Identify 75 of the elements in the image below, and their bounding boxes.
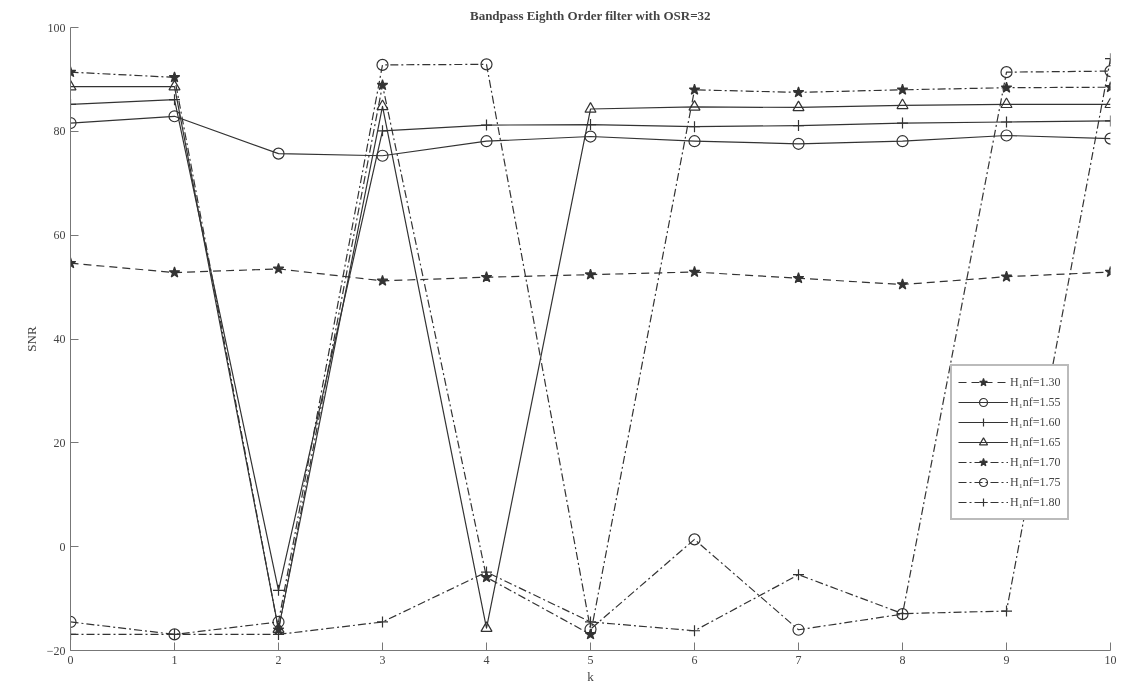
y-tick-label: 0 (59, 539, 66, 554)
point (480, 58, 493, 71)
point (1000, 81, 1013, 93)
point (480, 271, 493, 283)
point (376, 79, 389, 91)
point (896, 116, 909, 130)
point (896, 83, 909, 95)
point (896, 135, 909, 148)
point (168, 110, 181, 123)
point (376, 274, 389, 286)
point (688, 83, 701, 95)
x-tick-label: 9 (1003, 652, 1010, 667)
point (792, 568, 805, 581)
y-tick-label: 60 (53, 228, 66, 243)
legend-label: H₁nf=1.75 (1010, 474, 1061, 490)
point (272, 584, 285, 597)
y-tick-label: 80 (53, 124, 66, 139)
y-tick-label: 20 (53, 435, 66, 450)
x-tick-label: 3 (379, 652, 386, 667)
legend-label: H₁nf=1.65 (1010, 434, 1061, 450)
x-tick-label: 6 (691, 652, 698, 667)
point (376, 99, 389, 111)
point (168, 79, 181, 91)
point (792, 86, 805, 98)
point (1000, 115, 1013, 129)
point (688, 265, 701, 278)
point (584, 130, 597, 143)
legend-label: H₁nf=1.80 (1010, 494, 1061, 510)
point (792, 137, 805, 150)
point (168, 71, 181, 83)
point (896, 98, 909, 110)
point (792, 623, 805, 636)
legend-label: H₁nf=1.30 (1010, 374, 1061, 390)
point (584, 268, 597, 280)
x-tick-label: 5 (587, 652, 594, 667)
legend-label: H₁nf=1.55 (1010, 394, 1061, 410)
point (168, 266, 181, 278)
legend-label: H₁nf=1.70 (1010, 454, 1061, 470)
point (376, 58, 389, 71)
point (896, 278, 909, 290)
point (792, 272, 805, 284)
point (688, 624, 701, 637)
x-axis-title: k (587, 668, 595, 684)
point (1000, 97, 1013, 109)
point (1000, 129, 1013, 142)
y-tick-label: −20 (46, 643, 66, 658)
point (272, 262, 285, 274)
x-tick-label: 10 (1104, 652, 1117, 667)
point (272, 147, 285, 160)
x-tick-label: 1 (171, 652, 178, 667)
point (376, 149, 389, 162)
x-tick-label: 4 (483, 652, 490, 667)
point (688, 135, 701, 148)
point (792, 100, 805, 112)
point (168, 93, 181, 106)
point (480, 621, 493, 632)
legend-label: H₁nf=1.60 (1010, 414, 1061, 430)
point (272, 615, 285, 629)
y-tick-label: 100 (47, 20, 66, 35)
point (480, 135, 493, 148)
point (480, 119, 493, 132)
y-axis-title: SNR (23, 326, 39, 352)
x-tick-label: 2 (275, 652, 282, 667)
point (1000, 66, 1013, 79)
chart-title: Bandpass Eighth Order filter with OSR=32 (469, 7, 711, 23)
point (584, 615, 597, 629)
point (1000, 604, 1013, 618)
point (1000, 270, 1013, 282)
point (688, 533, 701, 546)
point (584, 102, 597, 113)
point (376, 615, 389, 629)
x-tick-label: 8 (899, 652, 906, 667)
y-tick-label: 40 (53, 332, 66, 346)
point (688, 99, 701, 111)
x-tick-label: 7 (795, 652, 802, 667)
